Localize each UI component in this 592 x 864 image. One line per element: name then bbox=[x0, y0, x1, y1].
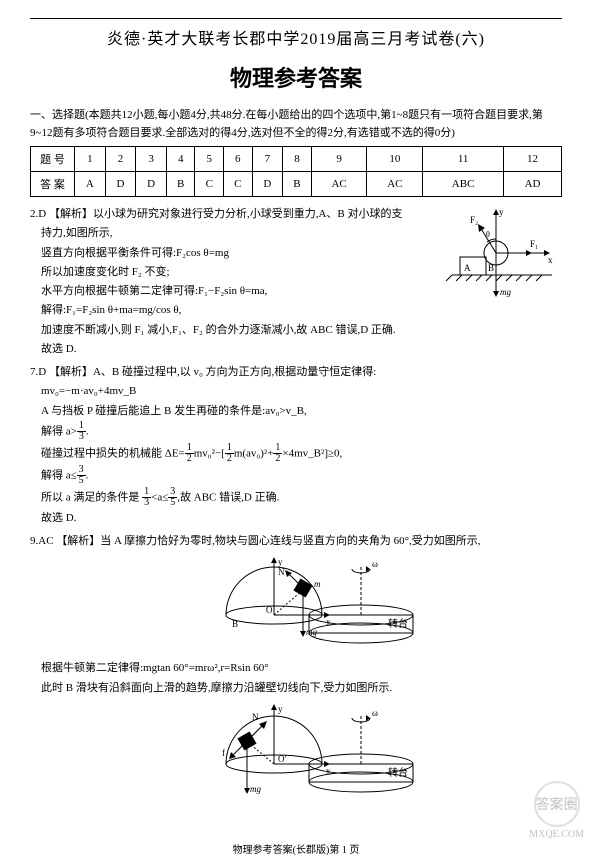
page-title: 物理参考答案 bbox=[30, 61, 562, 93]
q7-line: 故选 D. bbox=[30, 509, 562, 528]
svg-text:y: y bbox=[499, 207, 504, 217]
page-footer: 物理参考答案(长郡版)第 1 页 bbox=[0, 841, 592, 856]
svg-text:mg: mg bbox=[250, 784, 261, 794]
col-head: 3 bbox=[136, 147, 167, 172]
svg-text:O: O bbox=[266, 605, 273, 615]
svg-text:ω: ω bbox=[372, 708, 378, 718]
watermark-logo: 答案圈 bbox=[534, 781, 580, 827]
svg-text:转台: 转台 bbox=[388, 766, 408, 779]
watermark-url: MXQE.COM bbox=[529, 829, 584, 840]
q7-line: 解得 a≤35. bbox=[30, 465, 562, 487]
watermark: 答案圈 MXQE.COM bbox=[529, 781, 584, 840]
answer-cell: A bbox=[75, 172, 106, 197]
answer-cell: C bbox=[195, 172, 224, 197]
q9-block: 9.AC 【解析】当 A 摩擦力恰好为零时,物块与圆心连线与竖直方向的夹角为 6… bbox=[30, 532, 562, 807]
answer-cell: B bbox=[283, 172, 312, 197]
answer-cell: D bbox=[252, 172, 283, 197]
q2-line: 加速度不断减小,则 F₁ 减小,F₁、F₂ 的合外力逐渐减小,故 ABC 错误,… bbox=[30, 321, 562, 340]
svg-text:x: x bbox=[326, 617, 331, 627]
q9-diagram-a: 转台 ω y x O m N mg B bbox=[166, 555, 426, 655]
q7-line: A 与挡板 P 碰撞后能追上 B 发生再碰的条件是:av₀>v_B, bbox=[30, 402, 562, 421]
q7-line: mv₀=−m·av₀+4mv_B bbox=[30, 382, 562, 401]
q9-diagram-b: 转台 ω y x O' N f mg bbox=[166, 702, 426, 807]
row-label: 题 号 bbox=[31, 147, 75, 172]
table-row: 题 号 1 2 3 4 5 6 7 8 9 10 11 12 bbox=[31, 147, 562, 172]
svg-text:mg: mg bbox=[306, 627, 317, 637]
answer-cell: AC bbox=[311, 172, 367, 197]
answer-cell: B bbox=[166, 172, 195, 197]
col-head: 9 bbox=[311, 147, 367, 172]
q2-force-diagram: A B y x F₂ F₁ mg θ bbox=[442, 205, 562, 300]
q7-line: 碰撞过程中损失的机械能 ΔE=12mv₀²−[12m(av₀)²+12×4mv_… bbox=[30, 443, 562, 465]
svg-text:O': O' bbox=[278, 754, 286, 764]
q7-line: 所以 a 满足的条件是 13<a≤35,故 ABC 错误,D 正确. bbox=[30, 487, 562, 509]
answer-cell: AC bbox=[367, 172, 423, 197]
q7-line: 7.D 【解析】A、B 碰撞过程中,以 v₀ 方向为正方向,根据动量守恒定律得: bbox=[30, 363, 562, 382]
col-head: 2 bbox=[105, 147, 136, 172]
q2-block: A B y x F₂ F₁ mg θ 2.D 【解析】以小球为研究对象进行受力分… bbox=[30, 205, 562, 359]
svg-text:y: y bbox=[278, 557, 283, 567]
svg-text:ω: ω bbox=[372, 559, 378, 569]
answer-cell: D bbox=[105, 172, 136, 197]
answer-cell: D bbox=[136, 172, 167, 197]
svg-text:m: m bbox=[314, 579, 321, 589]
q7-line: 解得 a>13. bbox=[30, 421, 562, 443]
q9-line: 根据牛顿第二定律得:mgtan 60°=mrω²,r=Rsin 60° bbox=[30, 659, 562, 678]
col-head: 10 bbox=[367, 147, 423, 172]
svg-text:B: B bbox=[232, 619, 238, 629]
q2-line: 解得:F₁=F₂sin θ+ma=mg/cos θ, bbox=[30, 301, 562, 320]
row-label: 答 案 bbox=[31, 172, 75, 197]
col-head: 4 bbox=[166, 147, 195, 172]
svg-text:N: N bbox=[278, 567, 285, 577]
col-head: 8 bbox=[283, 147, 312, 172]
col-head: 5 bbox=[195, 147, 224, 172]
svg-text:y: y bbox=[278, 704, 283, 714]
q2-line: 故选 D. bbox=[30, 340, 562, 359]
svg-text:f: f bbox=[222, 748, 225, 758]
svg-text:F₂: F₂ bbox=[470, 215, 478, 225]
svg-text:N: N bbox=[252, 712, 259, 722]
svg-text:A: A bbox=[464, 263, 471, 273]
col-head: 11 bbox=[423, 147, 504, 172]
svg-text:mg: mg bbox=[500, 287, 511, 297]
svg-text:F₁: F₁ bbox=[530, 239, 538, 249]
table-row: 答 案 A D D B C C D B AC AC ABC AD bbox=[31, 172, 562, 197]
svg-text:x: x bbox=[548, 255, 553, 265]
svg-text:B: B bbox=[488, 263, 494, 273]
answer-cell: AD bbox=[504, 172, 562, 197]
col-head: 7 bbox=[252, 147, 283, 172]
q9-line: 9.AC 【解析】当 A 摩擦力恰好为零时,物块与圆心连线与竖直方向的夹角为 6… bbox=[30, 532, 562, 551]
answer-cell: ABC bbox=[423, 172, 504, 197]
answer-cell: C bbox=[224, 172, 253, 197]
section1-label: 一、选择题(本题共12小题,每小题4分,共48分.在每小题给出的四个选项中,第1… bbox=[30, 107, 562, 142]
col-head: 6 bbox=[224, 147, 253, 172]
col-head: 12 bbox=[504, 147, 562, 172]
svg-text:x: x bbox=[326, 766, 331, 776]
q9-line: 此时 B 滑块有沿斜面向上滑的趋势,摩擦力沿罐壁切线向下,受力如图所示. bbox=[30, 679, 562, 698]
top-rule bbox=[30, 18, 562, 19]
exam-header: 炎德·英才大联考长郡中学2019届高三月考试卷(六) bbox=[30, 25, 562, 49]
q7-block: 7.D 【解析】A、B 碰撞过程中,以 v₀ 方向为正方向,根据动量守恒定律得:… bbox=[30, 363, 562, 528]
svg-text:转台: 转台 bbox=[388, 617, 408, 630]
answer-table: 题 号 1 2 3 4 5 6 7 8 9 10 11 12 答 案 A D D… bbox=[30, 146, 562, 197]
svg-text:θ: θ bbox=[486, 230, 490, 239]
col-head: 1 bbox=[75, 147, 106, 172]
